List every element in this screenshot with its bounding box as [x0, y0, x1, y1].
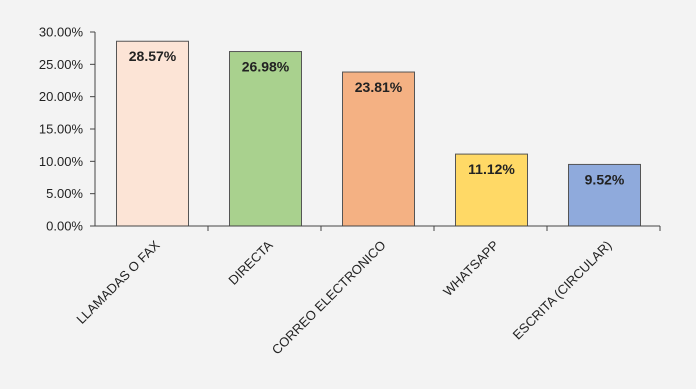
data-label: 9.52% [585, 171, 625, 187]
bar [229, 51, 302, 227]
y-tick-label: 20.00% [39, 89, 84, 104]
data-label: 28.57% [129, 48, 177, 64]
x-category-label: DIRECTA [225, 237, 276, 288]
bar [568, 163, 641, 227]
y-tick-label: 0.00% [46, 219, 83, 234]
bar [455, 153, 528, 227]
data-label: 26.98% [242, 59, 290, 75]
bars: 28.57% 26.98% 23.81% 11.12% 9.52% [116, 40, 641, 227]
bar [342, 71, 415, 227]
bar [116, 40, 189, 227]
y-tick-label: 15.00% [39, 122, 84, 137]
y-tick-label: 5.00% [46, 186, 83, 201]
y-axis: 0.00% 5.00% 10.00% 15.00% 20.00% 25.00% 30.00% [39, 25, 96, 234]
y-tick-label: 25.00% [39, 57, 84, 72]
data-label: 11.12% [468, 161, 515, 177]
x-category-label: CORREO ELECTRONICO [269, 238, 389, 358]
y-tick-label: 30.00% [39, 25, 84, 40]
x-category-label: WHATSAPP [440, 238, 502, 300]
y-tick-label: 10.00% [39, 154, 84, 169]
x-category-label: ESCRITA (CIRCULAR) [510, 238, 615, 343]
x-category-label: LLAMADAS O FAX [73, 237, 163, 327]
data-label: 23.81% [355, 79, 403, 95]
